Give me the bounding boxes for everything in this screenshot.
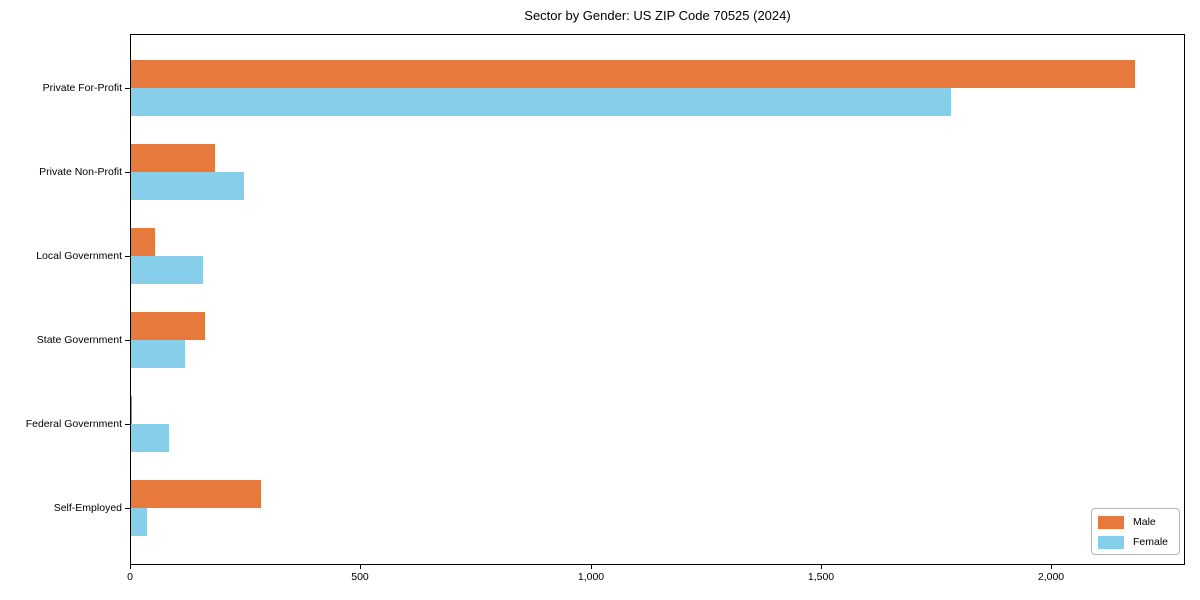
- bar-male-1: [131, 60, 1135, 88]
- xtick-label-500: 500: [351, 571, 369, 583]
- plot-area: [130, 34, 1185, 565]
- ytick-mark: [125, 172, 130, 173]
- xtick-label-0: 0: [127, 571, 133, 583]
- xtick-label-1,000: 1,000: [577, 571, 605, 583]
- bar-male-3: [131, 228, 155, 256]
- bar-female-3: [131, 256, 203, 284]
- xtick-mark: [360, 565, 361, 569]
- legend-female-swatch: [1098, 535, 1124, 549]
- xtick-mark: [821, 565, 822, 569]
- bar-female-5: [131, 424, 169, 452]
- xtick-label-1,500: 1,500: [807, 571, 835, 583]
- ytick-label-4: State Government: [36, 334, 122, 346]
- chart-title: Sector by Gender: US ZIP Code 70525 (202…: [524, 8, 791, 23]
- ytick-label-3: Local Government: [36, 250, 122, 262]
- xtick-mark: [591, 565, 592, 569]
- bar-female-1: [131, 88, 951, 116]
- legend-male-label: Male: [1133, 516, 1156, 528]
- ytick-mark: [125, 508, 130, 509]
- legend-male-swatch: [1098, 515, 1124, 529]
- ytick-label-6: Self-Employed: [53, 502, 122, 514]
- legend-entry-male: Male: [1098, 514, 1173, 530]
- bar-female-6: [131, 508, 147, 536]
- bar-female-4: [131, 340, 185, 368]
- bar-female-2: [131, 172, 244, 200]
- ytick-mark: [125, 424, 130, 425]
- ytick-mark: [125, 88, 130, 89]
- legend: Male Female: [1091, 508, 1180, 555]
- bar-male-6: [131, 480, 261, 508]
- bar-male-2: [131, 144, 215, 172]
- ytick-mark: [125, 256, 130, 257]
- ytick-label-1: Private For-Profit: [42, 82, 122, 94]
- xtick-mark: [1051, 565, 1052, 569]
- ytick-label-2: Private Non-Profit: [39, 166, 122, 178]
- xtick-label-2,000: 2,000: [1037, 571, 1065, 583]
- legend-female-label: Female: [1133, 536, 1169, 548]
- ytick-mark: [125, 340, 130, 341]
- bar-male-4: [131, 312, 205, 340]
- legend-entry-female: Female: [1098, 534, 1173, 550]
- ytick-label-5: Federal Government: [25, 418, 122, 430]
- xtick-mark: [130, 565, 131, 569]
- bar-male-5: [131, 396, 132, 424]
